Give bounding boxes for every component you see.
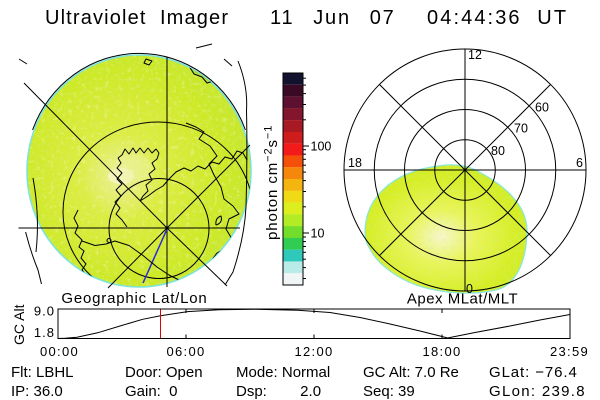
svg-text:0: 0 [466,282,473,296]
svg-text:Geographic Lat/Lon: Geographic Lat/Lon [61,290,207,307]
svg-text:12:00: 12:00 [294,344,333,359]
svg-text:60: 60 [535,101,549,115]
svg-text:GC Alt: 7.0 Re: GC Alt: 7.0 Re [363,364,459,381]
svg-text:Door: Open: Door: Open [125,364,203,381]
svg-text:11 Jun 07: 11 Jun 07 [270,7,396,29]
svg-text:10: 10 [311,227,325,241]
svg-text:00:00: 00:00 [40,344,79,359]
svg-text:6: 6 [576,156,583,170]
svg-text:9.0: 9.0 [34,304,55,319]
svg-text:Gain: 0: Gain: 0 [125,383,178,400]
svg-text:photon cm−2s−1: photon cm−2s−1 [263,125,282,240]
svg-text:Dsp: 2.0: Dsp: 2.0 [236,383,321,400]
svg-text:100: 100 [311,140,332,154]
svg-text:GC Alt: GC Alt [11,304,27,345]
svg-text:06:00: 06:00 [166,344,205,359]
svg-text:04:44:36 UT: 04:44:36 UT [427,7,568,29]
svg-text:12: 12 [468,48,482,62]
svg-text:23:59: 23:59 [550,344,589,359]
svg-text:GLon: 239.8: GLon: 239.8 [489,383,586,400]
svg-text:18: 18 [348,156,362,170]
svg-text:Mode: Normal: Mode: Normal [236,364,330,381]
svg-text:18:00: 18:00 [422,344,461,359]
svg-text:Flt: LBHL: Flt: LBHL [11,364,74,381]
svg-text:Apex MLat/MLT: Apex MLat/MLT [407,291,518,308]
svg-text:GLat: −76.4: GLat: −76.4 [489,364,578,381]
svg-text:1.8: 1.8 [34,325,55,340]
svg-text:Seq: 39: Seq: 39 [363,383,415,400]
svg-text:Ultraviolet Imager: Ultraviolet Imager [45,7,229,29]
svg-text:70: 70 [514,122,528,136]
svg-text:IP: 36.0: IP: 36.0 [11,383,63,400]
svg-text:80: 80 [491,144,505,158]
